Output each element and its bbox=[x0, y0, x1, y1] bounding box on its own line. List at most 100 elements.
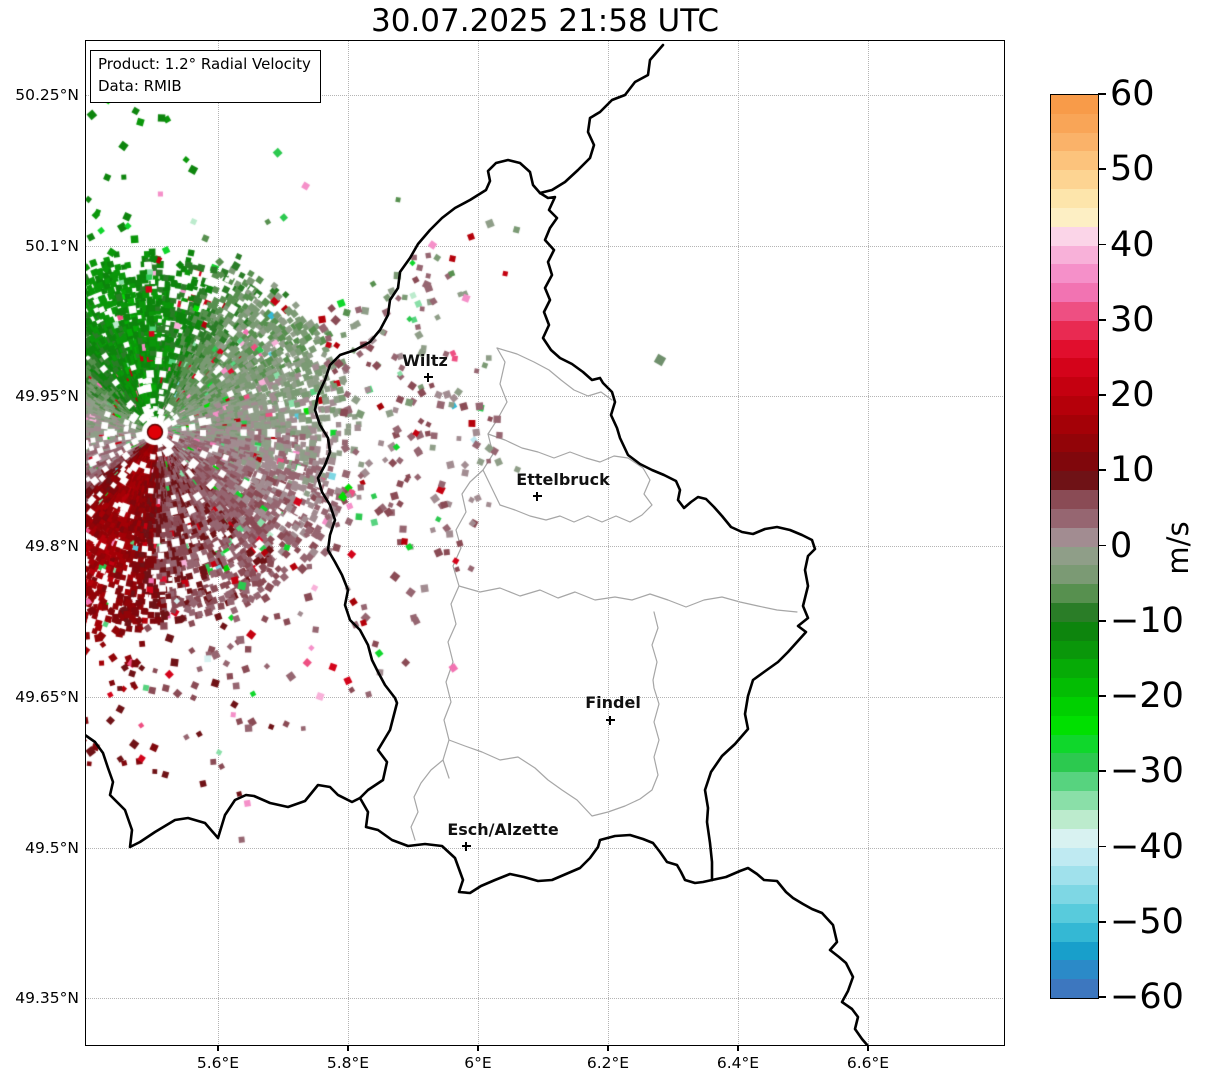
colorbar-band bbox=[1051, 339, 1098, 359]
city-label: Wiltz bbox=[402, 351, 448, 370]
colorbar-tick-mark bbox=[1098, 469, 1106, 472]
country-border-line bbox=[538, 43, 665, 195]
lat-tick-label: 50.25°N bbox=[15, 86, 79, 104]
lat-tick-label: 49.5°N bbox=[25, 839, 79, 857]
colorbar-tick-mark bbox=[1098, 168, 1106, 171]
colorbar-tick-mark bbox=[1098, 920, 1106, 923]
colorbar-band bbox=[1051, 584, 1098, 603]
colorbar-band bbox=[1051, 546, 1098, 566]
colorbar-band bbox=[1051, 414, 1098, 434]
city-marker-icon bbox=[532, 491, 542, 501]
colorbar-band bbox=[1051, 170, 1098, 190]
lon-tick-label: 6°E bbox=[464, 1054, 492, 1072]
colorbar-band bbox=[1051, 189, 1098, 208]
colorbar-tick-label: −40 bbox=[1110, 826, 1184, 867]
colorbar-band bbox=[1051, 301, 1098, 321]
colorbar-tick-label: −60 bbox=[1110, 977, 1184, 1017]
colorbar-band bbox=[1051, 113, 1098, 133]
colorbar-unit-label: m/s bbox=[1161, 521, 1195, 575]
colorbar-band bbox=[1051, 320, 1098, 340]
colorbar-band bbox=[1051, 753, 1098, 773]
city-label: Findel bbox=[585, 693, 641, 712]
lat-tick-label: 49.8°N bbox=[25, 537, 79, 555]
colorbar-tick-label: −20 bbox=[1110, 676, 1184, 716]
annotation-product-line: Product: 1.2° Radial Velocity bbox=[98, 55, 311, 73]
colorbar-band bbox=[1051, 283, 1098, 302]
colorbar-tick-mark bbox=[1098, 394, 1106, 396]
city-marker-icon bbox=[461, 841, 471, 851]
colorbar-band bbox=[1051, 377, 1098, 396]
lon-tick-mark bbox=[217, 1046, 219, 1051]
colorbar-band bbox=[1051, 358, 1098, 378]
colorbar-band bbox=[1051, 678, 1098, 697]
colorbar-band bbox=[1051, 527, 1098, 547]
country-borders bbox=[85, 43, 870, 1046]
colorbar-tick-label: 0 bbox=[1110, 525, 1133, 566]
colorbar-tick-mark bbox=[1098, 996, 1106, 998]
colorbar-band bbox=[1051, 226, 1098, 246]
colorbar-tick-label: 10 bbox=[1110, 450, 1155, 491]
lat-tick-label: 49.35°N bbox=[15, 989, 79, 1007]
city-marker-icon bbox=[423, 372, 433, 382]
colorbar-tick-label: 50 bbox=[1110, 149, 1155, 190]
colorbar-band bbox=[1051, 979, 1098, 998]
colorbar-band bbox=[1051, 715, 1098, 735]
colorbar-tick-mark bbox=[1098, 845, 1106, 848]
city-annotations: Wiltz Ettelbruck Findel Esch/Alzette bbox=[85, 40, 1005, 1046]
colorbar-band bbox=[1051, 828, 1098, 848]
colorbar-band bbox=[1051, 885, 1098, 904]
lon-tick-label: 5.6°E bbox=[196, 1054, 240, 1072]
colorbar bbox=[1050, 94, 1099, 999]
annotation-data-line: Data: RMIB bbox=[98, 76, 182, 95]
colorbar-band bbox=[1051, 621, 1098, 641]
colorbar-band bbox=[1051, 866, 1098, 886]
colorbar-tick-mark bbox=[1098, 544, 1106, 547]
colorbar-band bbox=[1051, 809, 1098, 829]
colorbar-band bbox=[1051, 602, 1098, 622]
colorbar-band bbox=[1051, 640, 1098, 660]
country-border-line bbox=[538, 191, 817, 882]
lat-tick-label: 50.1°N bbox=[25, 237, 79, 255]
country-border-line bbox=[85, 733, 362, 849]
colorbar-band bbox=[1051, 960, 1098, 980]
colorbar-band bbox=[1051, 697, 1098, 716]
colorbar-band bbox=[1051, 734, 1098, 754]
colorbar-band bbox=[1051, 471, 1098, 491]
lon-tick-label: 6.6°E bbox=[846, 1054, 890, 1072]
lon-tick-label: 5.8°E bbox=[326, 1054, 370, 1072]
colorbar-band bbox=[1051, 490, 1098, 509]
colorbar-band bbox=[1051, 922, 1098, 942]
colorbar-band bbox=[1051, 903, 1098, 923]
lat-tick-label: 49.95°N bbox=[15, 387, 79, 405]
figure-title: 30.07.2025 21:58 UTC bbox=[371, 3, 719, 39]
colorbar-band bbox=[1051, 847, 1098, 867]
lon-tick-label: 6.2°E bbox=[586, 1054, 630, 1072]
lon-tick-mark bbox=[347, 1046, 349, 1051]
colorbar-band bbox=[1051, 772, 1098, 792]
colorbar-tick-mark bbox=[1098, 619, 1106, 622]
colorbar-tick-mark bbox=[1098, 770, 1106, 773]
city-marker-icon bbox=[605, 715, 615, 725]
country-border-line bbox=[358, 796, 714, 895]
colorbar-band bbox=[1051, 452, 1098, 472]
radar-velocity-field bbox=[85, 40, 1005, 1046]
colorbar-tick-label: 30 bbox=[1110, 299, 1155, 340]
country-border-line bbox=[313, 158, 542, 800]
colorbar-tick-mark bbox=[1098, 318, 1106, 321]
colorbar-tick-label: −30 bbox=[1110, 751, 1184, 792]
product-annotation-box: Product: 1.2° Radial Velocity Data: RMIB bbox=[90, 50, 321, 103]
lon-tick-mark bbox=[607, 1046, 609, 1051]
city-label: Esch/Alzette bbox=[447, 820, 559, 839]
colorbar-band bbox=[1051, 791, 1098, 810]
colorbar-band bbox=[1051, 433, 1098, 453]
city-label: Ettelbruck bbox=[516, 470, 610, 489]
lon-tick-label: 6.4°E bbox=[716, 1054, 760, 1072]
colorbar-band bbox=[1051, 659, 1098, 679]
lon-tick-mark bbox=[737, 1046, 739, 1051]
colorbar-band bbox=[1051, 245, 1098, 265]
colorbar-tick-label: 20 bbox=[1110, 375, 1155, 415]
colorbar-band bbox=[1051, 565, 1098, 585]
colorbar-band bbox=[1051, 207, 1098, 227]
colorbar-tick-mark bbox=[1098, 243, 1106, 246]
